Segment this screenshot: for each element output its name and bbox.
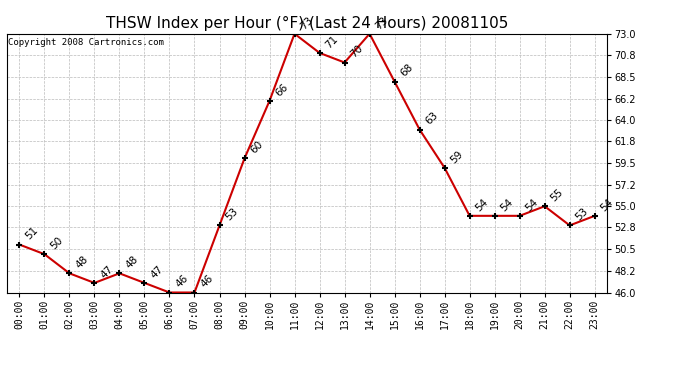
Text: 71: 71: [324, 34, 340, 50]
Text: 54: 54: [499, 196, 515, 213]
Text: 54: 54: [524, 196, 540, 213]
Text: 48: 48: [74, 254, 90, 270]
Text: Copyright 2008 Cartronics.com: Copyright 2008 Cartronics.com: [8, 38, 164, 46]
Text: 73: 73: [374, 15, 390, 31]
Text: 68: 68: [399, 63, 415, 79]
Text: 66: 66: [274, 82, 290, 98]
Text: 48: 48: [124, 254, 140, 270]
Text: 55: 55: [549, 187, 565, 204]
Text: 54: 54: [474, 196, 490, 213]
Title: THSW Index per Hour (°F) (Last 24 Hours) 20081105: THSW Index per Hour (°F) (Last 24 Hours)…: [106, 16, 509, 31]
Text: 63: 63: [424, 110, 440, 127]
Text: 53: 53: [224, 206, 240, 223]
Text: 54: 54: [599, 196, 615, 213]
Text: 60: 60: [248, 139, 265, 156]
Text: 46: 46: [174, 273, 190, 290]
Text: 51: 51: [23, 225, 40, 242]
Text: 53: 53: [574, 206, 590, 223]
Text: 70: 70: [348, 44, 365, 60]
Text: 59: 59: [448, 149, 465, 165]
Text: 47: 47: [148, 264, 165, 280]
Text: 47: 47: [99, 264, 115, 280]
Text: 73: 73: [299, 15, 315, 31]
Text: 46: 46: [199, 273, 215, 290]
Text: 50: 50: [48, 235, 65, 251]
